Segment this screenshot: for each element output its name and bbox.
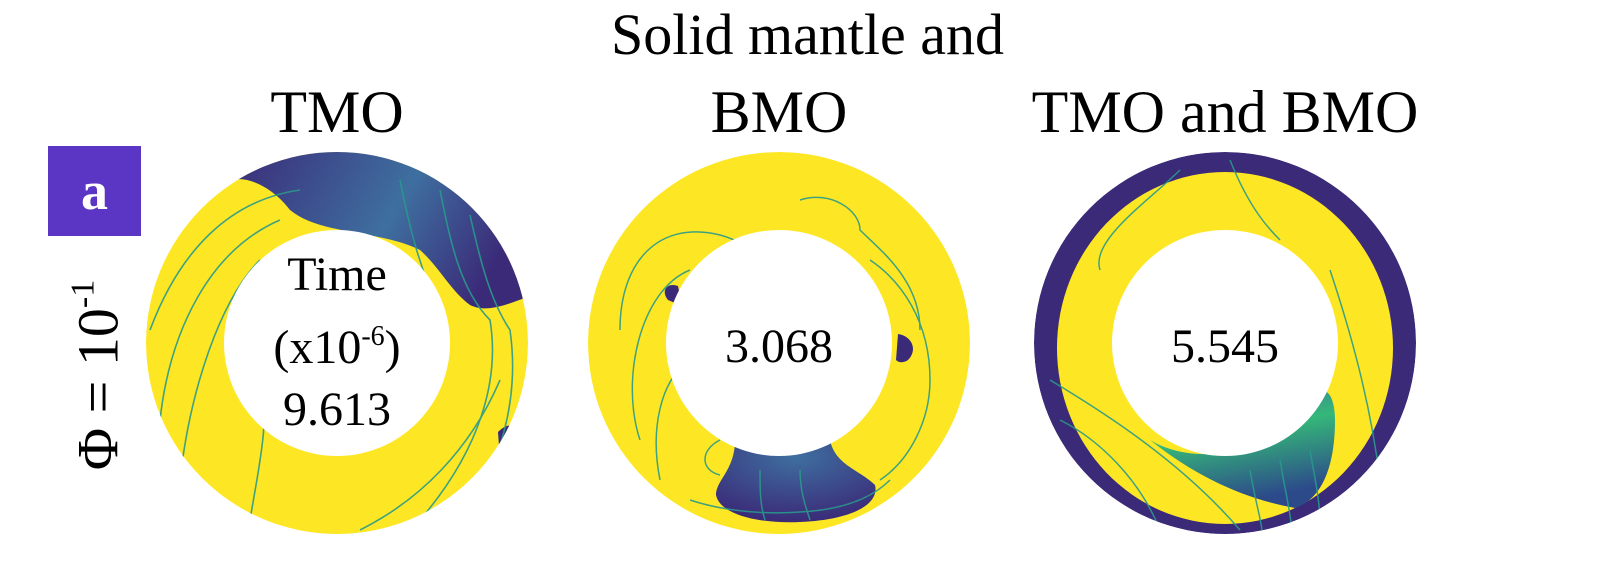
column-title-bmo: BMO <box>710 79 848 145</box>
time-label: Time <box>287 248 387 301</box>
core-tmo <box>224 230 450 456</box>
annulus-tmo-and-bmo <box>1034 152 1416 534</box>
time-unit: (x10-6) <box>273 306 400 379</box>
time-annotation-tmo: Time (x10-6) 9.613 <box>273 244 400 441</box>
core-tmo-and-bmo <box>1112 230 1338 456</box>
melt-patch-tmo <box>498 425 528 470</box>
column-title-tmo: TMO <box>270 79 404 145</box>
time-value-tmo-and-bmo: 5.545 <box>1171 320 1279 373</box>
annulus-bmo <box>588 152 970 534</box>
melt-blob-right-bmo <box>896 334 913 363</box>
time-unit-exponent: -6 <box>361 321 385 352</box>
time-value-tmo: 9.613 <box>282 383 391 436</box>
core-bmo <box>666 230 892 456</box>
melt-region-bmo <box>716 440 876 523</box>
column-title-tmo-and-bmo: TMO and BMO <box>1031 79 1419 145</box>
time-value-bmo: 3.068 <box>725 320 833 373</box>
panel-label-badge: a <box>48 146 141 236</box>
time-unit-suffix: ) <box>384 321 401 374</box>
figure-header: Solid mantle and <box>610 2 1005 67</box>
time-unit-prefix: (x10 <box>273 321 362 374</box>
